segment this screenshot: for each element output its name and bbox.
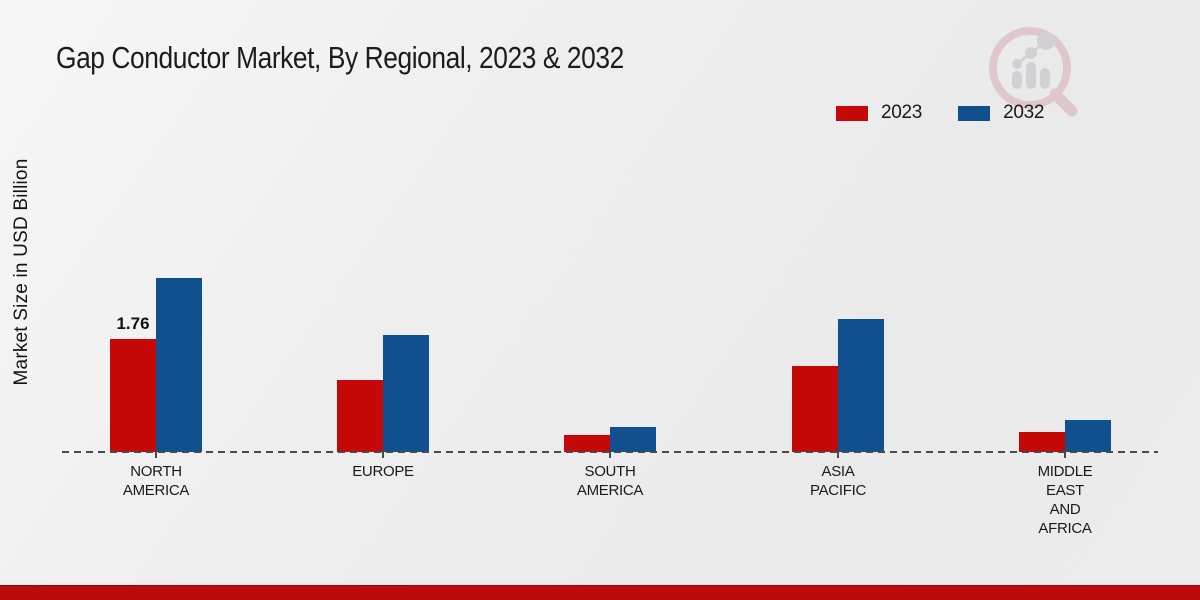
axis-tick-europe bbox=[382, 452, 384, 458]
legend-item-2032: 2032 bbox=[958, 102, 1044, 124]
axis-tick-north-america bbox=[155, 452, 157, 458]
bar-value-label-2023-north-america: 1.76 bbox=[116, 314, 150, 333]
bar-2032-north-america bbox=[156, 278, 202, 452]
category-label-asia-pacific: ASIA PACIFIC bbox=[810, 463, 866, 499]
bar-2032-asia-pacific bbox=[838, 319, 884, 452]
bottom-accent-bar bbox=[0, 585, 1200, 600]
category-label-south-america: SOUTH AMERICA bbox=[576, 463, 644, 499]
legend-label-2023: 2023 bbox=[881, 102, 923, 123]
axis-tick-middle-east-and-africa bbox=[1064, 452, 1066, 458]
category-label-europe: EUROPE bbox=[352, 463, 414, 480]
legend: 2023 2032 bbox=[836, 102, 1044, 124]
bar-2023-asia-pacific bbox=[792, 366, 838, 452]
bar-2023-south-america bbox=[564, 435, 610, 452]
legend-item-2023: 2023 bbox=[836, 102, 922, 124]
bar-2023-europe bbox=[337, 380, 383, 452]
bar-2023-middle-east-and-africa bbox=[1019, 432, 1065, 452]
bar-2032-south-america bbox=[610, 427, 656, 452]
legend-swatch-2032 bbox=[958, 105, 991, 121]
magnifier-bar-chart-logo-icon bbox=[989, 27, 1078, 117]
chart-title: Gap Conductor Market, By Regional, 2023 … bbox=[56, 40, 624, 75]
x-axis-baseline bbox=[62, 451, 1158, 453]
category-label-north-america: NORTH AMERICA bbox=[122, 463, 190, 499]
legend-swatch-2023 bbox=[836, 105, 868, 121]
y-axis-label: Market Size in USD Billion bbox=[11, 158, 32, 386]
axis-tick-asia-pacific bbox=[837, 452, 839, 458]
bar-2023-north-america bbox=[110, 339, 156, 452]
bar-2032-middle-east-and-africa bbox=[1065, 420, 1111, 452]
axis-tick-south-america bbox=[609, 452, 611, 458]
category-label-middle-east-and-africa: MIDDLE EAST AND AFRICA bbox=[1037, 463, 1093, 537]
bar-2032-europe bbox=[383, 335, 429, 452]
legend-label-2032: 2032 bbox=[1003, 102, 1045, 123]
